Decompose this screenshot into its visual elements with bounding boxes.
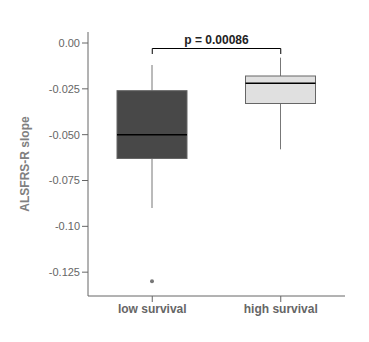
svg-text:-0.050: -0.050 (49, 129, 80, 141)
svg-text:-0.10: -0.10 (55, 220, 80, 232)
svg-text:-0.125: -0.125 (49, 266, 80, 278)
svg-text:0.00: 0.00 (59, 37, 80, 49)
svg-text:high survival: high survival (244, 302, 318, 316)
svg-text:-0.075: -0.075 (49, 174, 80, 186)
svg-text:ALSFRS-R slope: ALSFRS-R slope (18, 116, 32, 212)
svg-text:p = 0.00086: p = 0.00086 (184, 33, 249, 47)
svg-text:low survival: low survival (118, 302, 187, 316)
svg-text:-0.025: -0.025 (49, 83, 80, 95)
